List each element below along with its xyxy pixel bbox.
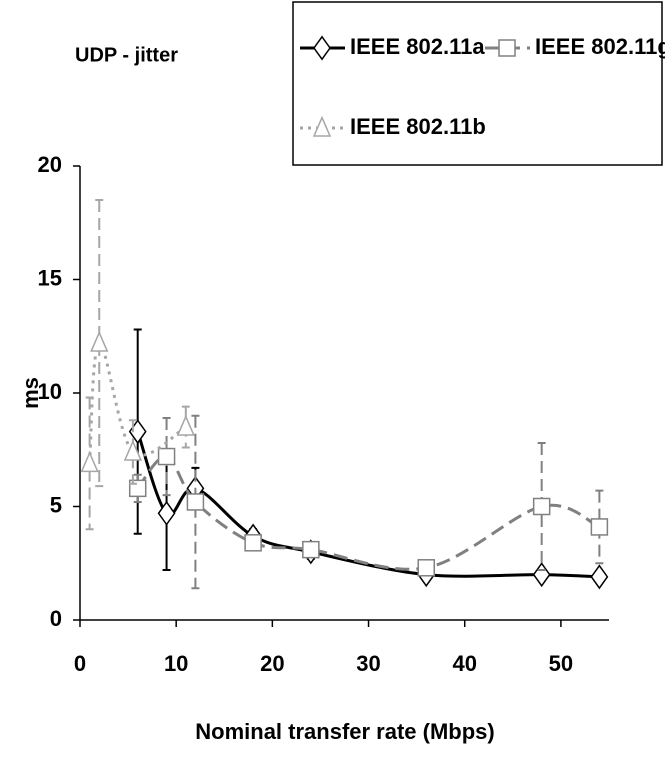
marker — [590, 564, 609, 590]
x-tick-label: 30 — [356, 651, 380, 676]
legend-label: IEEE 802.11g — [535, 34, 665, 59]
legend-label: IEEE 802.11a — [350, 34, 485, 59]
x-tick-label: 40 — [452, 651, 476, 676]
marker — [590, 518, 609, 536]
y-tick-label: 15 — [38, 265, 62, 290]
x-tick-label: 50 — [549, 651, 573, 676]
marker — [532, 497, 551, 516]
marker — [157, 500, 176, 526]
legend-box — [292, 1, 663, 166]
marker — [417, 559, 436, 577]
marker — [157, 447, 176, 466]
error-bar — [95, 199, 104, 488]
error-bar — [133, 473, 142, 503]
x-axis-label: Nominal transfer rate (Mbps) — [195, 719, 495, 744]
error-bar — [191, 414, 200, 590]
marker — [498, 39, 516, 57]
chart-title: UDP - jitter — [75, 44, 178, 66]
marker — [532, 562, 551, 588]
x-tick-label: 10 — [164, 651, 188, 676]
x-tick-label: 20 — [260, 651, 284, 676]
marker — [313, 35, 331, 61]
marker — [244, 534, 262, 552]
marker — [80, 451, 99, 473]
y-tick-label: 5 — [50, 492, 62, 517]
y-tick-label: 20 — [38, 152, 62, 177]
legend-label: IEEE 802.11b — [350, 114, 486, 139]
marker — [186, 493, 205, 511]
series-line — [88, 341, 187, 464]
y-axis-label: ms — [18, 377, 43, 409]
error-bar — [128, 419, 137, 485]
y-tick-label: 10 — [38, 379, 62, 404]
marker — [90, 330, 109, 352]
y-tick-label: 0 — [50, 606, 62, 631]
x-tick-label: 0 — [74, 651, 86, 676]
marker — [123, 439, 143, 461]
marker — [302, 540, 320, 559]
marker — [312, 115, 332, 137]
marker — [176, 414, 195, 436]
